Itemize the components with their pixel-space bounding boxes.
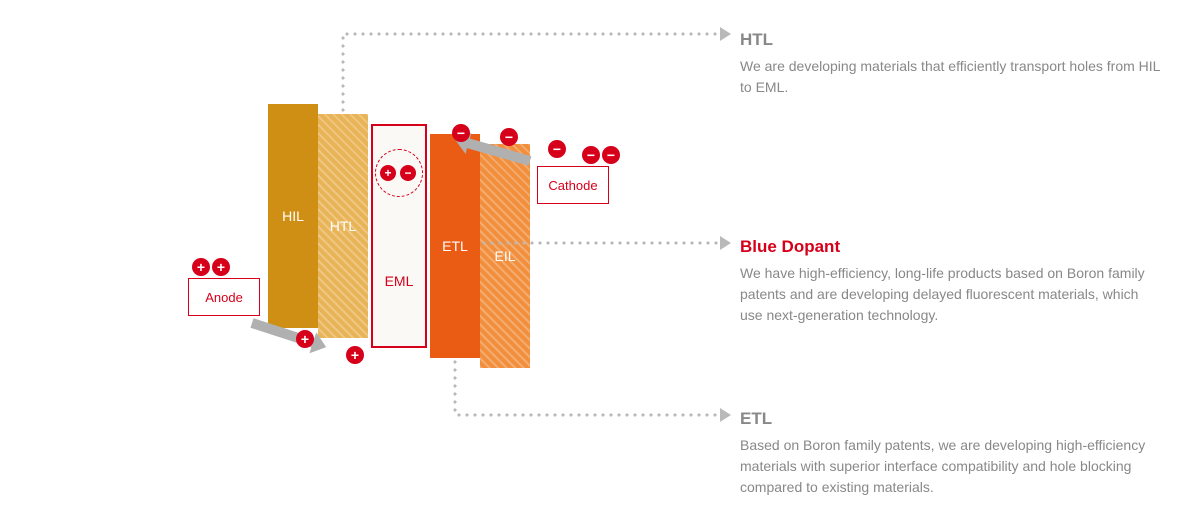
callout-etl-body: Based on Boron family patents, we are de…	[740, 435, 1160, 498]
callout-blue-dopant-title: Blue Dopant	[740, 237, 1160, 257]
callout-htl-title: HTL	[740, 30, 1160, 50]
callout-etl: ETL Based on Boron family patents, we ar…	[740, 409, 1160, 498]
cathode-label: Cathode	[548, 178, 597, 193]
electron-icon-1: −	[602, 146, 620, 164]
anode-label: Anode	[205, 290, 243, 305]
electron-icon-3: −	[500, 128, 518, 146]
callout-etl-title: ETL	[740, 409, 1160, 429]
electron-icon-4: −	[452, 124, 470, 142]
callout-blue-dopant: Blue Dopant We have high-efficiency, lon…	[740, 237, 1160, 326]
eml-hole-icon: +	[380, 165, 396, 181]
layer-hil-label: HIL	[282, 208, 304, 224]
electron-icon-2: −	[548, 140, 566, 158]
layer-eml-label: EML	[385, 273, 414, 289]
hole-icon-1: +	[212, 258, 230, 276]
eml-electron-icon: −	[400, 165, 416, 181]
callout-htl: HTL We are developing materials that eff…	[740, 30, 1160, 98]
hole-icon-0: +	[192, 258, 210, 276]
layer-eil-label: EIL	[494, 248, 515, 264]
callout-htl-body: We are developing materials that efficie…	[740, 56, 1160, 98]
layer-htl-label: HTL	[330, 218, 356, 234]
electron-icon-0: −	[582, 146, 600, 164]
layer-htl: HTL	[318, 114, 368, 338]
anode-box: Anode	[188, 278, 260, 316]
layer-hil: HIL	[268, 104, 318, 328]
layer-etl-label: ETL	[442, 238, 468, 254]
hole-icon-3: +	[346, 346, 364, 364]
cathode-box: Cathode	[537, 166, 609, 204]
hole-icon-2: +	[296, 330, 314, 348]
callout-blue-dopant-body: We have high-efficiency, long-life produ…	[740, 263, 1160, 326]
layer-etl: ETL	[430, 134, 480, 358]
layer-eil: EIL	[480, 144, 530, 368]
